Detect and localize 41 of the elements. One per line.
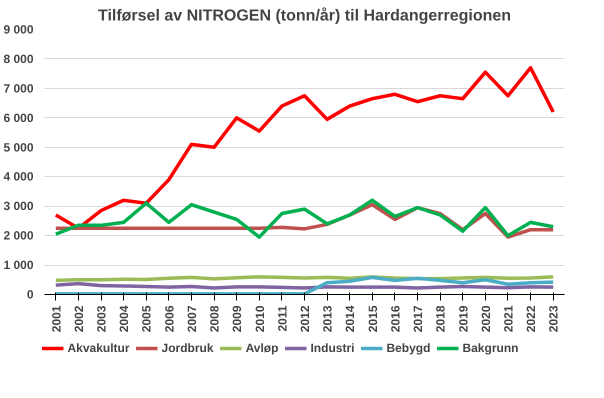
x-tick-label: 2003 [94, 305, 109, 332]
x-tick-label: 2004 [117, 305, 132, 332]
y-tick-label: 6 000 [3, 110, 34, 125]
y-tick-label: 5 000 [3, 140, 34, 154]
y-tick-label: 9 000 [3, 22, 34, 36]
x-tick-label: 2015 [366, 305, 380, 332]
x-tick-label: 2013 [320, 305, 335, 332]
x-tick-label: 2008 [208, 305, 222, 332]
y-tick-label: 8 000 [3, 52, 34, 66]
y-tick-label: 3 000 [3, 199, 34, 214]
y-tick-label: 4 000 [3, 170, 34, 184]
x-tick-label: 2001 [49, 305, 64, 332]
y-tick-label: 7 000 [3, 81, 34, 96]
x-tick-label: 2011 [275, 305, 290, 332]
chart-title: Tilførsel av NITROGEN (tonn/år) til Hardangerregionen [98, 6, 512, 24]
x-tick-label: 2005 [140, 305, 154, 332]
x-tick-label: 2009 [230, 305, 244, 332]
y-tick-label: 0 [26, 288, 34, 302]
x-tick-label: 2020 [478, 305, 493, 332]
x-tick-label: 2017 [411, 305, 426, 332]
legend-label: Avløp [246, 341, 278, 355]
y-tick-label: 1 000 [3, 258, 34, 272]
legend-label: Akvakultur [68, 341, 130, 355]
x-tick-label: 2023 [546, 305, 561, 332]
x-tick-label: 2021 [501, 305, 516, 332]
legend-label: Jordbruk [162, 341, 214, 355]
x-tick-label: 2016 [388, 305, 402, 332]
legend-label: Industri [310, 341, 354, 355]
line-series [54, 276, 555, 294]
x-tick-label: 2018 [434, 305, 448, 332]
x-tick-label: 2014 [343, 305, 358, 332]
x-tick-label: 2019 [456, 305, 470, 332]
y-tick-label: 2 000 [3, 228, 34, 243]
x-tick-label: 2007 [184, 305, 199, 332]
x-tick-label: 2002 [72, 305, 86, 332]
x-tick-label: 2022 [524, 305, 538, 332]
legend-label: Bakgrunn [462, 341, 518, 355]
legend-label: Bebygd [386, 341, 430, 355]
x-tick-label: 2006 [162, 305, 176, 332]
x-tick-label: 2012 [298, 305, 312, 332]
x-tick-label: 2010 [252, 305, 267, 332]
